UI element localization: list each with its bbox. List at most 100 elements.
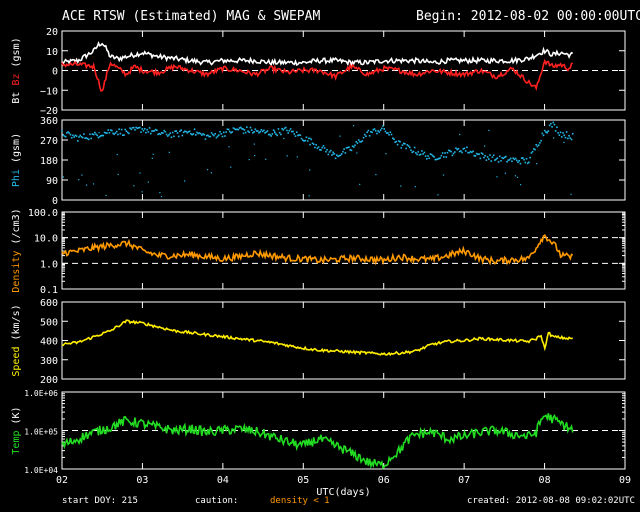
data-point: [459, 133, 461, 136]
data-point: [535, 143, 538, 146]
y-tick-label: 270: [40, 136, 58, 147]
y-axis-label-temp: Temp (K): [11, 406, 22, 454]
data-point: [522, 157, 524, 159]
data-point: [61, 129, 63, 132]
data-point: [395, 140, 398, 143]
y-tick-label: 10.0: [34, 234, 58, 245]
data-point: [231, 131, 234, 133]
data-point: [258, 132, 260, 134]
data-point: [329, 149, 332, 152]
data-point: [263, 129, 265, 132]
data-point: [413, 146, 416, 149]
data-point: [540, 139, 542, 142]
data-point: [546, 132, 548, 134]
data-point: [472, 150, 474, 153]
series-temp: [61, 413, 574, 470]
data-point: [511, 160, 513, 163]
data-point: [173, 135, 175, 138]
panel-density: Density (/cm3): [11, 208, 626, 293]
data-point: [494, 159, 496, 161]
data-point: [276, 134, 279, 137]
data-point: [299, 134, 302, 137]
data-point: [177, 135, 180, 138]
data-point: [488, 129, 490, 132]
data-point: [266, 130, 269, 132]
data-point: [78, 179, 80, 181]
data-point: [252, 132, 254, 134]
data-point: [430, 153, 433, 156]
data-point: [169, 132, 172, 135]
data-point: [216, 135, 219, 138]
data-point: [224, 135, 226, 137]
data-point: [507, 159, 510, 162]
data-point: [187, 131, 190, 133]
data-point: [145, 131, 147, 134]
x-tick-label: 05: [297, 475, 309, 486]
data-point: [219, 130, 221, 133]
data-point: [346, 146, 349, 149]
data-point: [536, 163, 538, 165]
data-point: [552, 121, 555, 124]
data-point: [445, 156, 448, 158]
data-point: [354, 144, 356, 147]
data-point: [461, 151, 463, 154]
data-point: [440, 154, 443, 157]
data-point: [96, 134, 99, 137]
data-point: [176, 132, 179, 134]
data-point: [396, 143, 399, 146]
data-point: [261, 130, 264, 133]
caution-label: caution:: [195, 496, 239, 506]
created-timestamp: created: 2012-08-08 09:02:02UTC: [467, 496, 635, 506]
data-point: [316, 147, 319, 150]
data-point: [269, 133, 271, 136]
data-point: [376, 132, 378, 135]
data-point: [338, 154, 341, 157]
begin-timestamp: Begin: 2012-08-02 00:00:00UTC: [416, 9, 640, 24]
data-point: [411, 151, 414, 154]
data-point: [107, 129, 110, 131]
panel-temp: Temp (K): [11, 391, 626, 470]
data-point: [277, 128, 280, 130]
data-point: [185, 130, 187, 133]
y-tick-label: 1.0E+06: [24, 389, 58, 398]
data-point: [171, 131, 174, 134]
data-point: [188, 130, 191, 133]
data-point: [382, 125, 384, 127]
data-point: [314, 146, 316, 149]
data-point: [154, 128, 157, 131]
data-point: [375, 174, 377, 176]
y-axis-label-part: Phi: [11, 169, 22, 187]
data-point: [518, 159, 521, 162]
data-point: [270, 135, 272, 137]
data-point: [179, 130, 181, 133]
data-point: [399, 140, 401, 143]
data-point: [305, 136, 308, 139]
data-point: [496, 176, 498, 178]
data-point: [226, 128, 229, 131]
data-point: [98, 132, 100, 134]
data-point: [470, 151, 473, 154]
x-tick-label: 06: [378, 475, 390, 486]
data-point: [458, 150, 461, 153]
data-point: [296, 156, 298, 158]
data-point: [120, 128, 123, 131]
data-point: [384, 130, 387, 133]
data-point: [229, 130, 231, 133]
x-tick-label: 02: [56, 475, 68, 486]
y-tick-label: 1.0E+04: [24, 466, 58, 475]
data-point: [387, 132, 389, 134]
data-point: [309, 169, 311, 171]
y-tick-label: 360: [40, 116, 58, 127]
data-point: [158, 132, 161, 135]
data-point: [306, 140, 309, 142]
data-point: [214, 133, 217, 135]
data-point: [312, 143, 315, 146]
data-point: [160, 195, 163, 198]
data-point: [553, 137, 555, 139]
data-point: [447, 149, 450, 152]
data-point: [81, 174, 83, 176]
data-point: [449, 149, 451, 152]
data-point: [557, 132, 559, 134]
data-point: [446, 151, 449, 154]
y-axis-label-speed: Speed (km/s): [11, 304, 22, 376]
